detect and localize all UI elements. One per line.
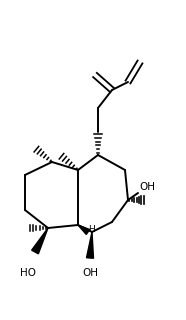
Polygon shape (86, 232, 94, 258)
Text: H: H (88, 226, 95, 235)
Polygon shape (32, 228, 48, 254)
Text: HO: HO (20, 268, 36, 278)
Polygon shape (78, 225, 90, 235)
Text: OH: OH (139, 182, 155, 192)
Text: OH: OH (82, 268, 98, 278)
